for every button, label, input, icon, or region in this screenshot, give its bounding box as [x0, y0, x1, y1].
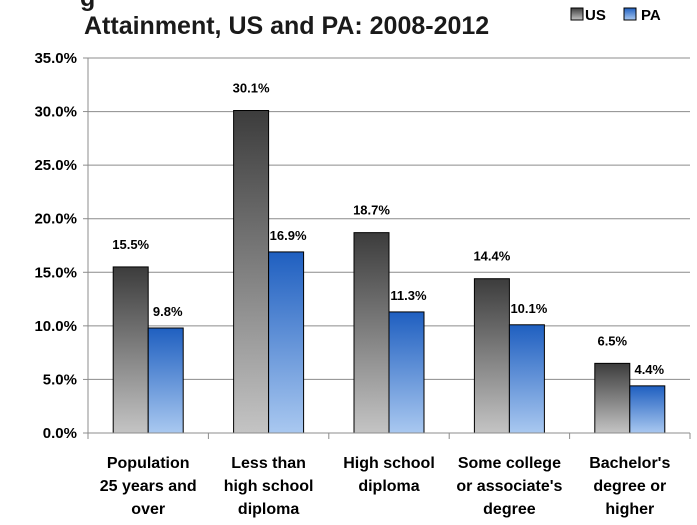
- x-category-label: 25 years and: [100, 478, 197, 495]
- bar-us: [594, 362, 631, 434]
- x-category-label: diploma: [358, 478, 419, 495]
- bar-pa: [147, 327, 184, 434]
- bar-pa: [268, 251, 305, 434]
- x-category-label: Less than: [231, 455, 306, 472]
- x-category-label: Bachelor's: [589, 455, 670, 472]
- data-label-us: 15.5%: [112, 237, 149, 252]
- data-label-us: 14.4%: [473, 249, 510, 264]
- x-axis: Population 25 years and over Less than high …: [87, 432, 691, 518]
- data-label-pa: 9.8%: [153, 304, 183, 319]
- x-category-label: Population: [107, 455, 190, 472]
- bar-pa: [388, 311, 425, 434]
- y-tick-label: 25.0%: [34, 157, 77, 174]
- y-tick-label: 15.0%: [34, 264, 77, 281]
- bar-us: [233, 110, 270, 434]
- legend: US PA: [570, 7, 661, 24]
- data-labels: 15.5% 9.8% 30.1% 16.9% 18.7% 11.3% 14.4% 10.1% 6…: [112, 81, 664, 377]
- y-tick-label: 20.0%: [34, 211, 77, 228]
- legend-swatch-us: [570, 7, 584, 21]
- data-label-pa: 4.4%: [634, 362, 664, 377]
- bar-pa: [508, 324, 545, 434]
- bars: [112, 110, 666, 434]
- data-label-us: 6.5%: [597, 333, 627, 348]
- legend-label-pa: PA: [641, 7, 661, 24]
- data-label-pa: 10.1%: [510, 301, 547, 316]
- data-label-pa: 16.9%: [270, 228, 307, 243]
- y-tick-label: 0.0%: [43, 425, 77, 442]
- x-category-label: degree: [483, 501, 536, 518]
- legend-label-us: US: [585, 7, 606, 24]
- x-category-label: diploma: [238, 501, 299, 518]
- legend-swatch-pa: [623, 7, 637, 21]
- y-tick-label: 35.0%: [34, 50, 77, 67]
- bar-pa: [629, 385, 666, 434]
- x-category-label: high school: [224, 478, 314, 495]
- bar-us: [112, 266, 149, 434]
- x-category-label: over: [131, 501, 165, 518]
- data-label-us: 30.1%: [233, 81, 270, 96]
- chart-title-line-2: Attainment, US and PA: 2008-2012: [84, 12, 489, 40]
- bar-us: [473, 278, 510, 434]
- data-label-us: 18.7%: [353, 203, 390, 218]
- y-tick-label: 5.0%: [43, 371, 77, 388]
- x-category-label: Some college: [458, 455, 561, 472]
- x-category-label: or associate's: [456, 478, 562, 495]
- y-tick-label: 30.0%: [34, 104, 77, 121]
- chart-title-line-1: g: [80, 0, 95, 12]
- x-category-label: degree or: [593, 478, 666, 495]
- x-category-label: higher: [605, 501, 654, 518]
- y-axis: 0.0% 5.0% 10.0% 15.0% 20.0% 25.0% 30.0% 35.0%: [34, 50, 89, 442]
- y-tick-label: 10.0%: [34, 318, 77, 335]
- bar-us: [353, 232, 390, 434]
- x-category-label: High school: [343, 455, 435, 472]
- data-label-pa: 11.3%: [390, 288, 427, 303]
